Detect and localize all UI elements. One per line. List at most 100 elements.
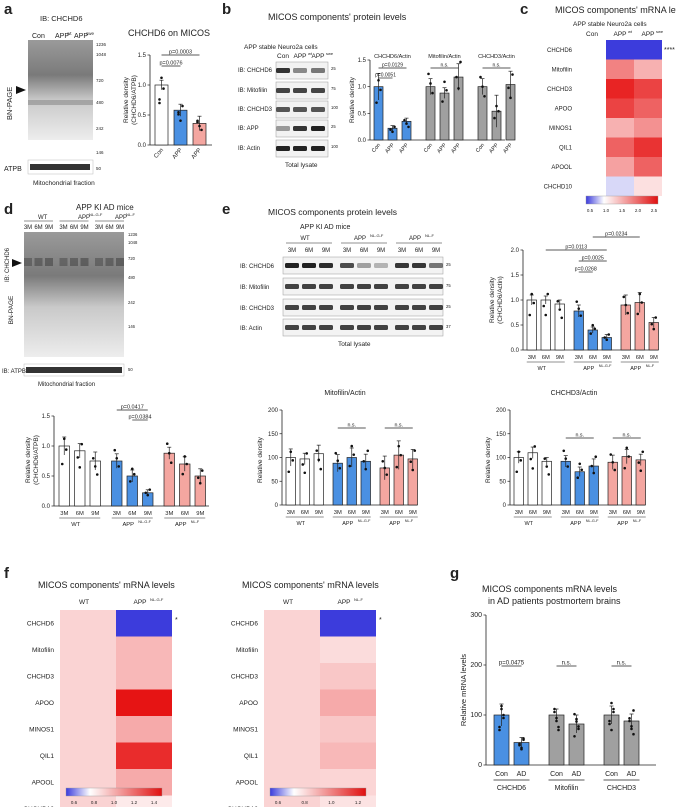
blot-image	[24, 232, 124, 357]
data-point	[577, 727, 580, 731]
p-value: n.s.	[622, 433, 631, 439]
group-label: WT	[524, 521, 533, 527]
y-axis-label: Relative density	[123, 76, 130, 123]
blot-band	[311, 68, 325, 73]
blot-band	[374, 263, 388, 268]
row-label: CHCHD3	[231, 673, 258, 680]
blot-band	[24, 258, 32, 266]
bar	[526, 299, 537, 351]
data-point	[427, 72, 430, 76]
blot-band	[357, 305, 371, 310]
data-point	[493, 116, 496, 120]
data-point	[364, 467, 368, 471]
data-point	[522, 737, 525, 740]
data-point	[562, 449, 566, 453]
heatmap-cell	[634, 118, 662, 138]
data-point	[399, 453, 403, 457]
group-label: APP	[354, 236, 366, 242]
panel-e-subtitle: APP KI AD mice	[300, 224, 351, 231]
data-point	[556, 299, 560, 303]
y-tick-label: 1.5	[138, 53, 147, 59]
blot-band	[276, 107, 290, 112]
data-point	[518, 742, 521, 746]
y-tick-label: 0.5	[42, 474, 51, 480]
blot-band	[340, 325, 354, 330]
y-tick-label: 100	[268, 456, 279, 462]
heatmap-cell	[60, 689, 116, 716]
age-label: 3M	[288, 248, 296, 254]
bar	[154, 84, 169, 146]
marker: 1236	[96, 42, 107, 47]
y-tick-label: 1.0	[42, 444, 51, 450]
row-label: Mitofilin	[236, 647, 258, 654]
data-point	[305, 452, 309, 455]
data-point	[317, 458, 321, 462]
data-point	[612, 710, 615, 714]
bar	[439, 92, 450, 141]
marker: 480	[96, 100, 104, 105]
y-tick-label: 300	[470, 612, 482, 619]
column-label: Con	[586, 31, 598, 38]
group-sup: NL-F	[425, 233, 434, 238]
heatmap-cell	[634, 40, 662, 60]
data-point	[610, 728, 613, 732]
data-point	[612, 707, 615, 711]
data-point	[350, 444, 354, 448]
blot-band	[319, 325, 333, 330]
significance-star: ****	[664, 47, 675, 54]
bar	[621, 456, 632, 506]
data-point	[553, 710, 556, 714]
p-value: p=0.0003	[169, 50, 192, 56]
age-label: 9M	[543, 510, 551, 516]
heatmap-cell	[264, 689, 320, 716]
blot-label: IB: CHCHD6	[238, 68, 273, 74]
group-title: CHCHD6/Actin	[374, 54, 411, 60]
data-point	[115, 457, 119, 460]
age-label: 9M	[322, 248, 330, 254]
row-label: CHCHD3	[547, 87, 573, 93]
age-label: 6M	[105, 225, 113, 231]
data-point	[625, 446, 629, 450]
age-label: 3M	[622, 355, 630, 361]
data-point	[443, 80, 446, 84]
heatmap-cell	[60, 716, 116, 743]
data-point	[200, 469, 204, 472]
y-tick-label: 0.5	[358, 111, 367, 117]
data-point	[362, 460, 366, 463]
heatmap-cell	[264, 610, 320, 637]
data-point	[531, 467, 535, 470]
row-label: MINOS1	[549, 126, 573, 132]
group-label: APP	[630, 366, 641, 372]
side-label: BN-PAGE	[8, 295, 15, 324]
y-tick-label: 0.5	[511, 323, 520, 329]
data-point	[613, 468, 617, 472]
lane-label: APP	[74, 33, 88, 40]
blot-band	[276, 88, 290, 93]
blot-band	[293, 126, 307, 131]
bar	[540, 299, 551, 351]
panel-a-side-label: BN-PAGE	[5, 87, 14, 120]
panel-c-subtitle: APP stable Neuro2a cells	[573, 21, 647, 28]
heatmap-cell	[264, 716, 320, 743]
data-point	[60, 462, 64, 466]
blot-band	[357, 263, 371, 268]
data-point	[573, 712, 576, 716]
age-label: 9M	[362, 510, 370, 516]
data-point	[64, 448, 68, 451]
bar	[560, 460, 571, 506]
y-tick-label: 200	[268, 408, 279, 414]
bar	[513, 457, 524, 506]
panel-c-heatmap: Con APP wt APP sweCHCHD6MitofilinCHCHD3APOOM…	[544, 29, 676, 213]
group-sup: NL-F	[191, 520, 200, 524]
y-axis-label: Relative mRNA levels	[459, 654, 468, 726]
row-label: QIL1	[244, 753, 258, 760]
data-point	[566, 465, 570, 468]
blot-band	[357, 284, 371, 289]
age-label: 3M	[381, 510, 389, 516]
data-point	[641, 450, 645, 454]
group-label: APP	[409, 236, 421, 242]
y-tick-label: 0.0	[42, 504, 51, 510]
blot-label: IB: CHCHD3	[240, 306, 275, 312]
x-tick-label: Con	[495, 771, 508, 778]
